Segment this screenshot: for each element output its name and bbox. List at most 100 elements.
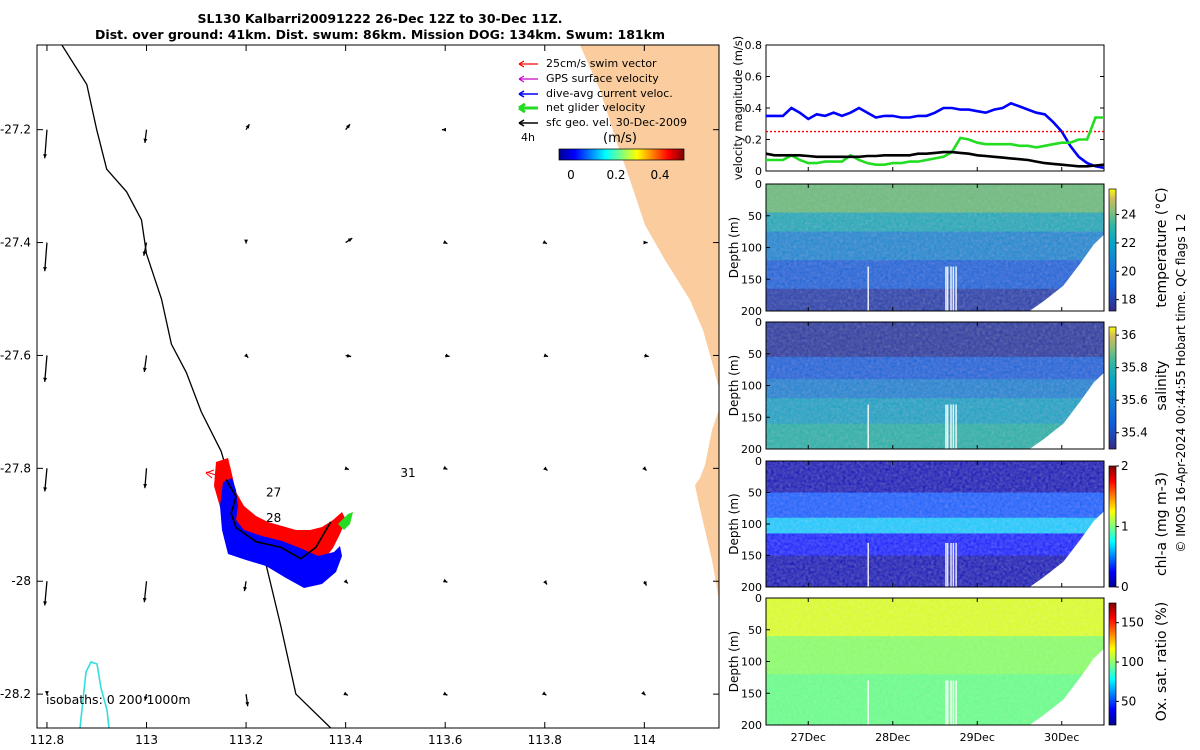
time-axis: 27Dec 28Dec 29Dec 30Dec [791, 731, 1080, 744]
speed-colorbar [558, 148, 685, 161]
depth-tick-label: 200 [741, 581, 762, 594]
depth-tick-label: 200 [741, 443, 762, 456]
colorbar-tick-label: 1 [1121, 520, 1129, 534]
colorbar-tick-1: 0.2 [606, 168, 625, 182]
map-y-tick-label: -27.4 [0, 236, 31, 250]
geo-vector-arrow [245, 123, 250, 131]
title-line-2: Dist. over ground: 41km. Dist. swum: 86k… [95, 27, 665, 42]
section-layer [766, 288, 1104, 311]
day-label: 31 [400, 466, 415, 480]
map-legend: 25cm/s swim vector GPS surface velocity … [518, 57, 687, 182]
velocity-frame [765, 44, 1105, 172]
map-x-tick-label: 113.6 [428, 733, 462, 747]
section-layer [766, 533, 1104, 556]
map-x-tick-label: 114 [633, 733, 656, 747]
velocity-y-ticks: 0 0.2 0.4 0.6 0.8 [745, 39, 1104, 178]
section-layer [766, 492, 1104, 519]
map-y-tick-label: -28.2 [0, 687, 31, 701]
credit-text: © IMOS 16-Apr-2024 00:44:55 Hobart time.… [1174, 213, 1188, 552]
legend-net: net glider velocity [518, 101, 646, 114]
legend-geo: sfc geo. vel. 30-Dec-2009 [518, 116, 687, 129]
depth-tick-label: 100 [741, 242, 762, 255]
velocity-series-line [766, 116, 1104, 166]
geo-vector-arrow [345, 123, 351, 131]
section-layer [766, 423, 1104, 449]
geo-vector-arrow [142, 581, 148, 603]
section-layer [766, 184, 1104, 214]
colorbar-label: salinity [1154, 360, 1170, 410]
colorbar-tick-label: 35.6 [1121, 393, 1148, 407]
coast-200m-isobath [61, 45, 332, 728]
geo-vector-arrow [541, 691, 547, 696]
geo-vector-arrow [442, 465, 448, 471]
velocity-ylabel: velocity magnitude (m/s) [731, 36, 745, 181]
depth-tick-label: 0 [755, 455, 762, 468]
legend-current-label: dive-avg current veloc. [546, 87, 673, 100]
section-layer [766, 322, 1104, 358]
glider-track [225, 479, 332, 560]
geo-vector-arrow [343, 579, 349, 584]
velocity-series-line [765, 150, 1105, 168]
map-x-tick-label: 112.8 [30, 733, 64, 747]
velocity-y-tick-label: 0 [755, 165, 762, 178]
velocity-y-tick-label: 0.4 [745, 102, 763, 115]
map-x-tick-label: 113.2 [229, 733, 263, 747]
geo-vector-arrow [442, 691, 448, 696]
colorbar-tick-label: 35.8 [1121, 361, 1148, 375]
colorbar-tick-label: 100 [1121, 655, 1144, 669]
velocity-y-tick-label: 0.8 [745, 39, 763, 52]
map-x-tick-label: 113 [135, 733, 158, 747]
day-label: 27 [266, 486, 281, 500]
colorbar-label: Ox. sat. ratio (%) [1154, 602, 1170, 721]
colorbar-tick-label: 2 [1121, 459, 1129, 473]
geo-vector-arrow [543, 580, 548, 585]
section-colorbar [1108, 465, 1117, 588]
geo-vector-arrow [644, 353, 649, 358]
map-x-tick-label: 113.8 [528, 733, 562, 747]
colorbar-label: chl-a (mg m-3) [1154, 472, 1170, 576]
section-colorbar [1108, 326, 1117, 450]
section-layer [766, 379, 1104, 399]
velocity-y-tick-label: 0.6 [745, 71, 763, 84]
depth-axis-label: Depth (m) [727, 493, 741, 554]
depth-tick-label: 200 [741, 305, 762, 318]
map-frame [36, 44, 720, 729]
geo-vector-arrow [641, 690, 646, 696]
geo-vector-arrow [143, 468, 148, 489]
geo-vector-arrow [543, 353, 549, 358]
map-y-ticks: -27.2 -27.4 -27.6 -27.8 -28 -28.2 [0, 123, 719, 701]
depth-tick-label: 0 [755, 178, 762, 191]
geo-vector-arrow [243, 581, 248, 592]
geo-vector-arrow [244, 353, 249, 359]
geo-vector-arrow [43, 468, 48, 492]
geo-vector-arrow [142, 242, 148, 256]
depth-tick-label: 100 [741, 656, 762, 669]
section-layer [766, 555, 1104, 587]
colorbar-tick-0: 0 [567, 168, 575, 182]
colorbar-tick-label: 150 [1121, 616, 1144, 630]
land-area [580, 45, 719, 600]
colorbar-title: (m/s) [603, 131, 637, 146]
legend-geo-label: sfc geo. vel. 30-Dec-2009 [546, 116, 687, 129]
geo-vector-arrow [345, 353, 352, 358]
geo-vector-arrow [543, 466, 548, 472]
velocity-panel: 0 0.2 0.4 0.6 0.8 velocity magnitude (m/s) [731, 36, 1105, 181]
geo-vector-arrow [43, 242, 48, 272]
depth-tick-label: 0 [755, 592, 762, 605]
colorbar-tick-label: 20 [1121, 264, 1136, 278]
depth-tick-label: 150 [741, 273, 762, 286]
legend-current: dive-avg current veloc. [518, 87, 673, 100]
depth-axis-label: Depth (m) [727, 355, 741, 416]
geo-vector-arrow [442, 240, 448, 245]
time-tick-label: 30Dec [1044, 731, 1079, 744]
colorbar-tick-2: 0.4 [650, 168, 669, 182]
depth-tick-label: 100 [741, 380, 762, 393]
section-layer [766, 598, 1104, 637]
temperature-section: 0 50 100 150 200 Depth (m) 18 20 22 24 temperature… [727, 178, 1170, 318]
section-layer [766, 674, 1104, 725]
depth-tick-label: 150 [741, 411, 762, 424]
colorbar-tick-label: 35.4 [1121, 426, 1148, 440]
colorbar-tick-label: 22 [1121, 236, 1136, 250]
